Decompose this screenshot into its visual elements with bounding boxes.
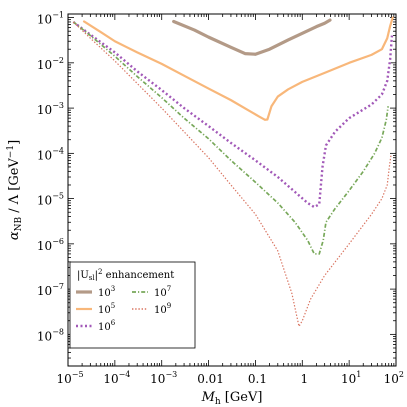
y-axis-title: αNB / Λ [GeV−1] [6,140,24,240]
y-tick-label: 10−7 [37,282,64,298]
legend-label-0: 103 [98,285,115,299]
y-tick-label: 10−4 [37,146,64,162]
legend-title: |Usl|2 enhancement [77,268,174,282]
x-tick-label: 10−5 [56,370,83,386]
tick-labels: 10−5 10−4 10−3 0.01 0.1 1 101 102 10−8 10−7 10−6 10… [37,11,404,386]
series-line-4 [72,21,392,327]
legend: |Usl|2 enhancement 103 105 106 107 109 [69,261,196,349]
legend-label-1: 105 [98,302,115,316]
x-axis-title: Mh [GeV] [201,390,263,407]
x-tick-label: 1 [300,372,308,386]
series-line-3 [72,21,389,255]
legend-label-4: 109 [154,302,171,316]
x-tick-label: 101 [341,370,361,386]
series-group [72,16,394,327]
y-tick-label: 10−3 [37,101,64,117]
legend-label-2: 106 [98,319,116,333]
series-line-0 [172,18,332,56]
x-tick-label: 10−3 [150,370,177,386]
y-tick-label: 10−2 [37,56,64,72]
series-line-1 [82,16,394,121]
y-tick-label: 10−1 [37,11,64,27]
x-tick-label: 10−4 [103,370,130,386]
x-tick-label: 0.01 [197,372,224,386]
x-tick-label: 0.1 [248,372,267,386]
y-tick-label: 10−6 [37,237,64,253]
x-tick-label: 102 [384,370,404,386]
axis-ticks [67,14,397,367]
y-tick-label: 10−5 [37,192,64,208]
legend-box [69,261,196,349]
y-tick-label: 10−8 [37,327,64,343]
legend-label-3: 107 [154,285,171,299]
